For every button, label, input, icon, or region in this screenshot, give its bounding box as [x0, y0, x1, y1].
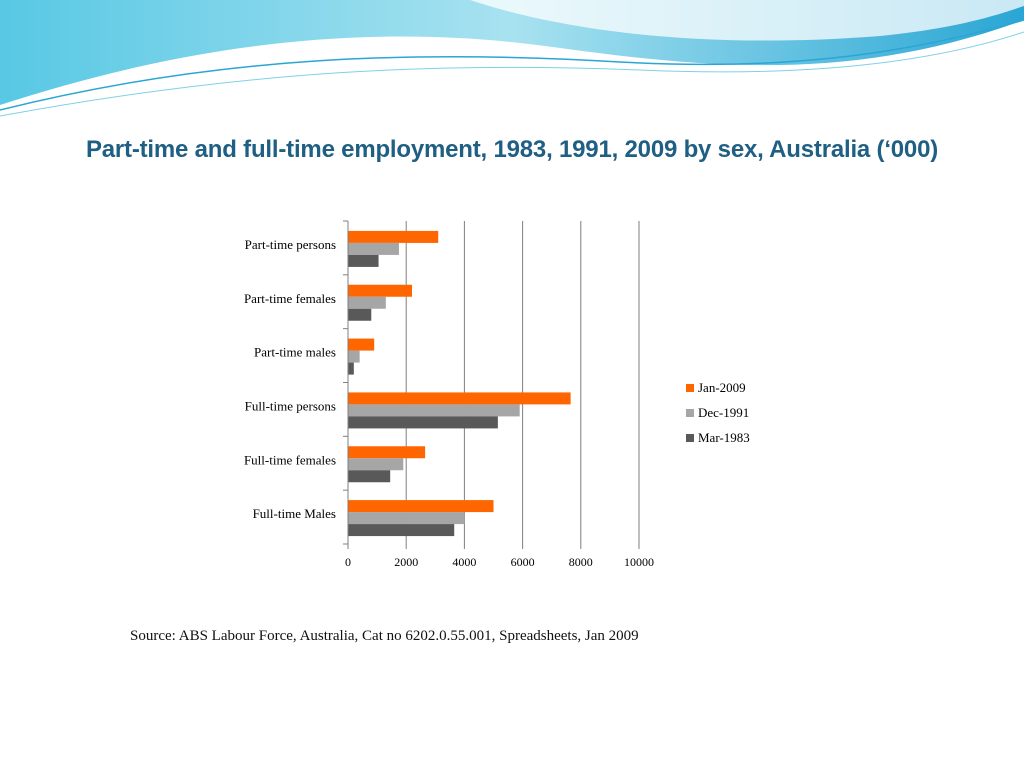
legend-swatch-jan-2009	[686, 384, 694, 392]
bar-jan-2009-5	[348, 500, 494, 513]
bar-dec-1991-2	[348, 350, 360, 363]
bar-mar-1983-4	[348, 470, 391, 483]
x-tick-label: 10000	[624, 555, 654, 569]
category-label: Full-time persons	[245, 398, 336, 413]
chart-legend: Jan-2009 Dec-1991 Mar-1983	[686, 380, 750, 445]
category-label: Part-time females	[244, 291, 336, 306]
legend-label: Jan-2009	[698, 380, 746, 395]
bar-dec-1991-5	[348, 512, 465, 525]
bar-dec-1991-4	[348, 458, 404, 471]
bar-jan-2009-1	[348, 284, 413, 297]
bar-dec-1991-1	[348, 296, 386, 309]
chart-gridlines	[405, 221, 640, 544]
x-tick-labels: 0 2000 4000 6000 8000 10000	[345, 555, 654, 569]
category-labels: Part-time persons Part-time females Part-t…	[244, 237, 336, 521]
bar-jan-2009-0	[348, 230, 439, 243]
bar-jan-2009-4	[348, 446, 426, 459]
bar-dec-1991-3	[348, 404, 520, 417]
category-label: Part-time males	[254, 345, 336, 360]
slide-title: Part-time and full-time employment, 1983…	[85, 136, 939, 163]
legend-swatch-mar-1983	[686, 434, 694, 442]
bar-jan-2009-2	[348, 338, 375, 351]
bar-mar-1983-1	[348, 308, 372, 321]
x-tick-label: 2000	[394, 555, 418, 569]
bar-mar-1983-2	[348, 362, 354, 375]
chart-bars	[348, 230, 571, 537]
source-note: Source: ABS Labour Force, Australia, Cat…	[130, 628, 639, 644]
bar-mar-1983-3	[348, 416, 498, 429]
legend-label: Mar-1983	[698, 430, 750, 445]
x-tick-label: 6000	[511, 555, 535, 569]
legend-swatch-dec-1991	[686, 409, 694, 417]
chart-axes	[343, 220, 640, 549]
bar-jan-2009-3	[348, 392, 571, 405]
category-label: Full-time females	[244, 452, 336, 467]
header-wave-decoration	[0, 0, 1024, 117]
bar-mar-1983-0	[348, 254, 379, 267]
x-tick-label: 4000	[452, 555, 476, 569]
legend-label: Dec-1991	[698, 405, 749, 420]
category-label: Full-time Males	[253, 506, 336, 521]
x-tick-label: 8000	[569, 555, 593, 569]
bar-dec-1991-0	[348, 242, 399, 255]
bar-mar-1983-5	[348, 524, 455, 537]
category-label: Part-time persons	[245, 237, 336, 252]
x-tick-label: 0	[345, 555, 351, 569]
